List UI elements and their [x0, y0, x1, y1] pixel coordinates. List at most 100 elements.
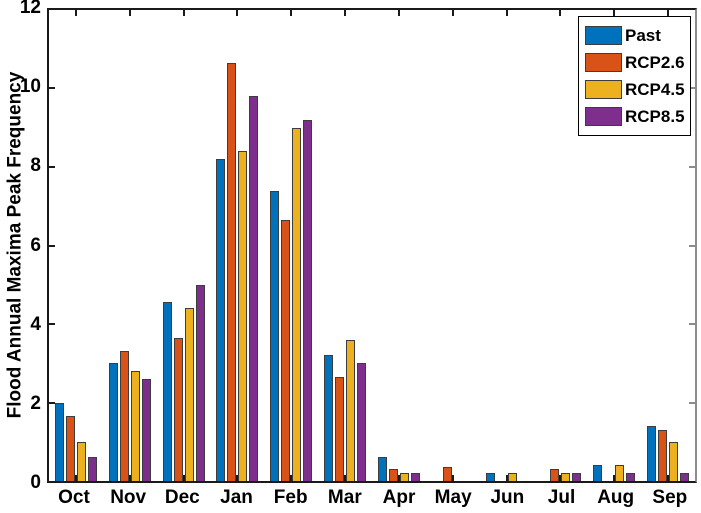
bottom-tick-dec [182, 475, 185, 481]
left-tick-2 [49, 401, 55, 404]
legend-item-rcp85: RCP8.5 [585, 103, 686, 130]
right-tick-8 [689, 165, 695, 168]
bar-rcp26-nov [119, 351, 129, 481]
legend-label-rcp45: RCP4.5 [625, 80, 685, 99]
bar-past-jun [485, 473, 495, 481]
x-tick-label-feb: Feb [273, 487, 308, 508]
bar-past-aug [593, 465, 603, 481]
bar-group-feb [264, 10, 318, 481]
legend-swatch-rcp45 [585, 80, 622, 99]
bar-rcp26-mar [335, 377, 345, 481]
bar-rcp45-mar [346, 339, 356, 481]
bar-past-oct [54, 402, 64, 481]
x-tick-label-nov: Nov [110, 487, 147, 508]
legend: Past RCP2.6 RCP4.5 RCP8.5 [578, 16, 691, 136]
y-tick-label-8: 8 [30, 155, 41, 177]
y-tick-label-12: 12 [19, 0, 41, 18]
legend-item-rcp26: RCP2.6 [585, 49, 686, 76]
bar-rcp45-apr [399, 473, 409, 481]
top-tick-jul [559, 10, 562, 16]
bar-rcp85-dec [195, 284, 205, 481]
bar-group-jan [210, 10, 264, 481]
y-tick-label-4: 4 [30, 313, 41, 335]
bar-rcp26-dec [173, 337, 183, 481]
legend-label-rcp26: RCP2.6 [625, 53, 685, 72]
bar-past-nov [108, 363, 118, 481]
legend-item-past: Past [585, 22, 686, 49]
left-tick-10 [49, 87, 55, 90]
y-tick-label-6: 6 [30, 234, 41, 256]
bar-rcp85-jul [572, 473, 582, 481]
legend-swatch-rcp26 [585, 53, 622, 72]
bar-group-dec [157, 10, 211, 481]
bar-rcp45-sep [669, 441, 679, 481]
top-tick-mar [344, 10, 347, 16]
bar-rcp45-jul [561, 473, 571, 481]
right-tick-6 [689, 244, 695, 247]
bar-past-dec [162, 302, 172, 481]
legend-swatch-past [585, 26, 622, 45]
bottom-tick-may [451, 475, 454, 481]
bar-rcp85-jan [249, 96, 259, 481]
bar-past-feb [270, 190, 280, 481]
plot-area: Past RCP2.6 RCP4.5 RCP8.5 [47, 8, 697, 483]
bottom-tick-jun [505, 475, 508, 481]
x-tick-label-mar: Mar [327, 487, 362, 508]
bar-past-mar [324, 355, 334, 481]
bottom-tick-oct [74, 475, 77, 481]
x-tick-label-jun: Jun [490, 487, 525, 508]
bar-group-mar [318, 10, 372, 481]
bar-rcp26-oct [65, 416, 75, 481]
bar-group-jul [533, 10, 587, 481]
bottom-tick-jan [236, 475, 239, 481]
bottom-tick-aug [613, 475, 616, 481]
bar-rcp45-oct [76, 441, 86, 481]
bar-rcp26-feb [281, 220, 291, 481]
top-tick-nov [128, 10, 131, 16]
x-tick-label-may: May [434, 487, 472, 508]
bar-rcp45-jan [238, 151, 248, 481]
x-tick-label-jul: Jul [547, 487, 576, 508]
bar-rcp26-jan [227, 63, 237, 481]
bar-rcp85-apr [410, 473, 420, 481]
bar-rcp85-feb [303, 119, 313, 481]
top-tick-jun [505, 10, 508, 16]
bar-rcp26-sep [658, 429, 668, 481]
bar-rcp85-oct [87, 457, 97, 481]
y-tick-label-0: 0 [30, 472, 41, 493]
bar-rcp85-sep [680, 473, 690, 481]
bar-group-sep [641, 10, 695, 481]
bar-rcp45-nov [130, 371, 140, 481]
left-tick-4 [49, 322, 55, 325]
top-tick-jan [236, 10, 239, 16]
bar-rcp26-apr [388, 469, 398, 481]
right-tick-10 [689, 87, 695, 90]
x-tick-label-oct: Oct [58, 487, 90, 508]
bottom-tick-mar [344, 475, 347, 481]
bar-rcp85-mar [357, 363, 367, 481]
top-tick-aug [613, 10, 616, 16]
top-tick-feb [290, 10, 293, 16]
bottom-tick-jul [559, 475, 562, 481]
legend-item-rcp45: RCP4.5 [585, 76, 686, 103]
bottom-tick-feb [290, 475, 293, 481]
left-tick-6 [49, 244, 55, 247]
legend-label-past: Past [625, 26, 661, 45]
legend-label-rcp85: RCP8.5 [625, 107, 685, 126]
bar-rcp26-jul [550, 469, 560, 481]
bottom-tick-apr [397, 475, 400, 481]
top-tick-may [451, 10, 454, 16]
bar-group-apr [372, 10, 426, 481]
x-tick-label-aug: Aug [597, 487, 635, 508]
top-tick-apr [397, 10, 400, 16]
bar-rcp85-nov [141, 378, 151, 481]
right-tick-4 [689, 322, 695, 325]
x-tick-label-sep: Sep [652, 487, 688, 508]
bar-rcp45-dec [184, 308, 194, 481]
bar-group-nov [103, 10, 157, 481]
bar-rcp45-jun [507, 473, 517, 481]
bar-group-oct [49, 10, 103, 481]
x-tick-label-apr: Apr [382, 487, 416, 508]
y-tick-label-10: 10 [19, 76, 41, 98]
